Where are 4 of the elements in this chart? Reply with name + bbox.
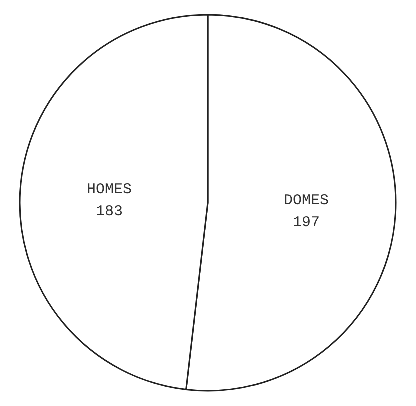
slice-label: DOMES (284, 192, 330, 210)
slice-label: HOMES (86, 181, 132, 198)
data-label: 183 (96, 203, 123, 220)
data-label: 197 (293, 214, 320, 232)
